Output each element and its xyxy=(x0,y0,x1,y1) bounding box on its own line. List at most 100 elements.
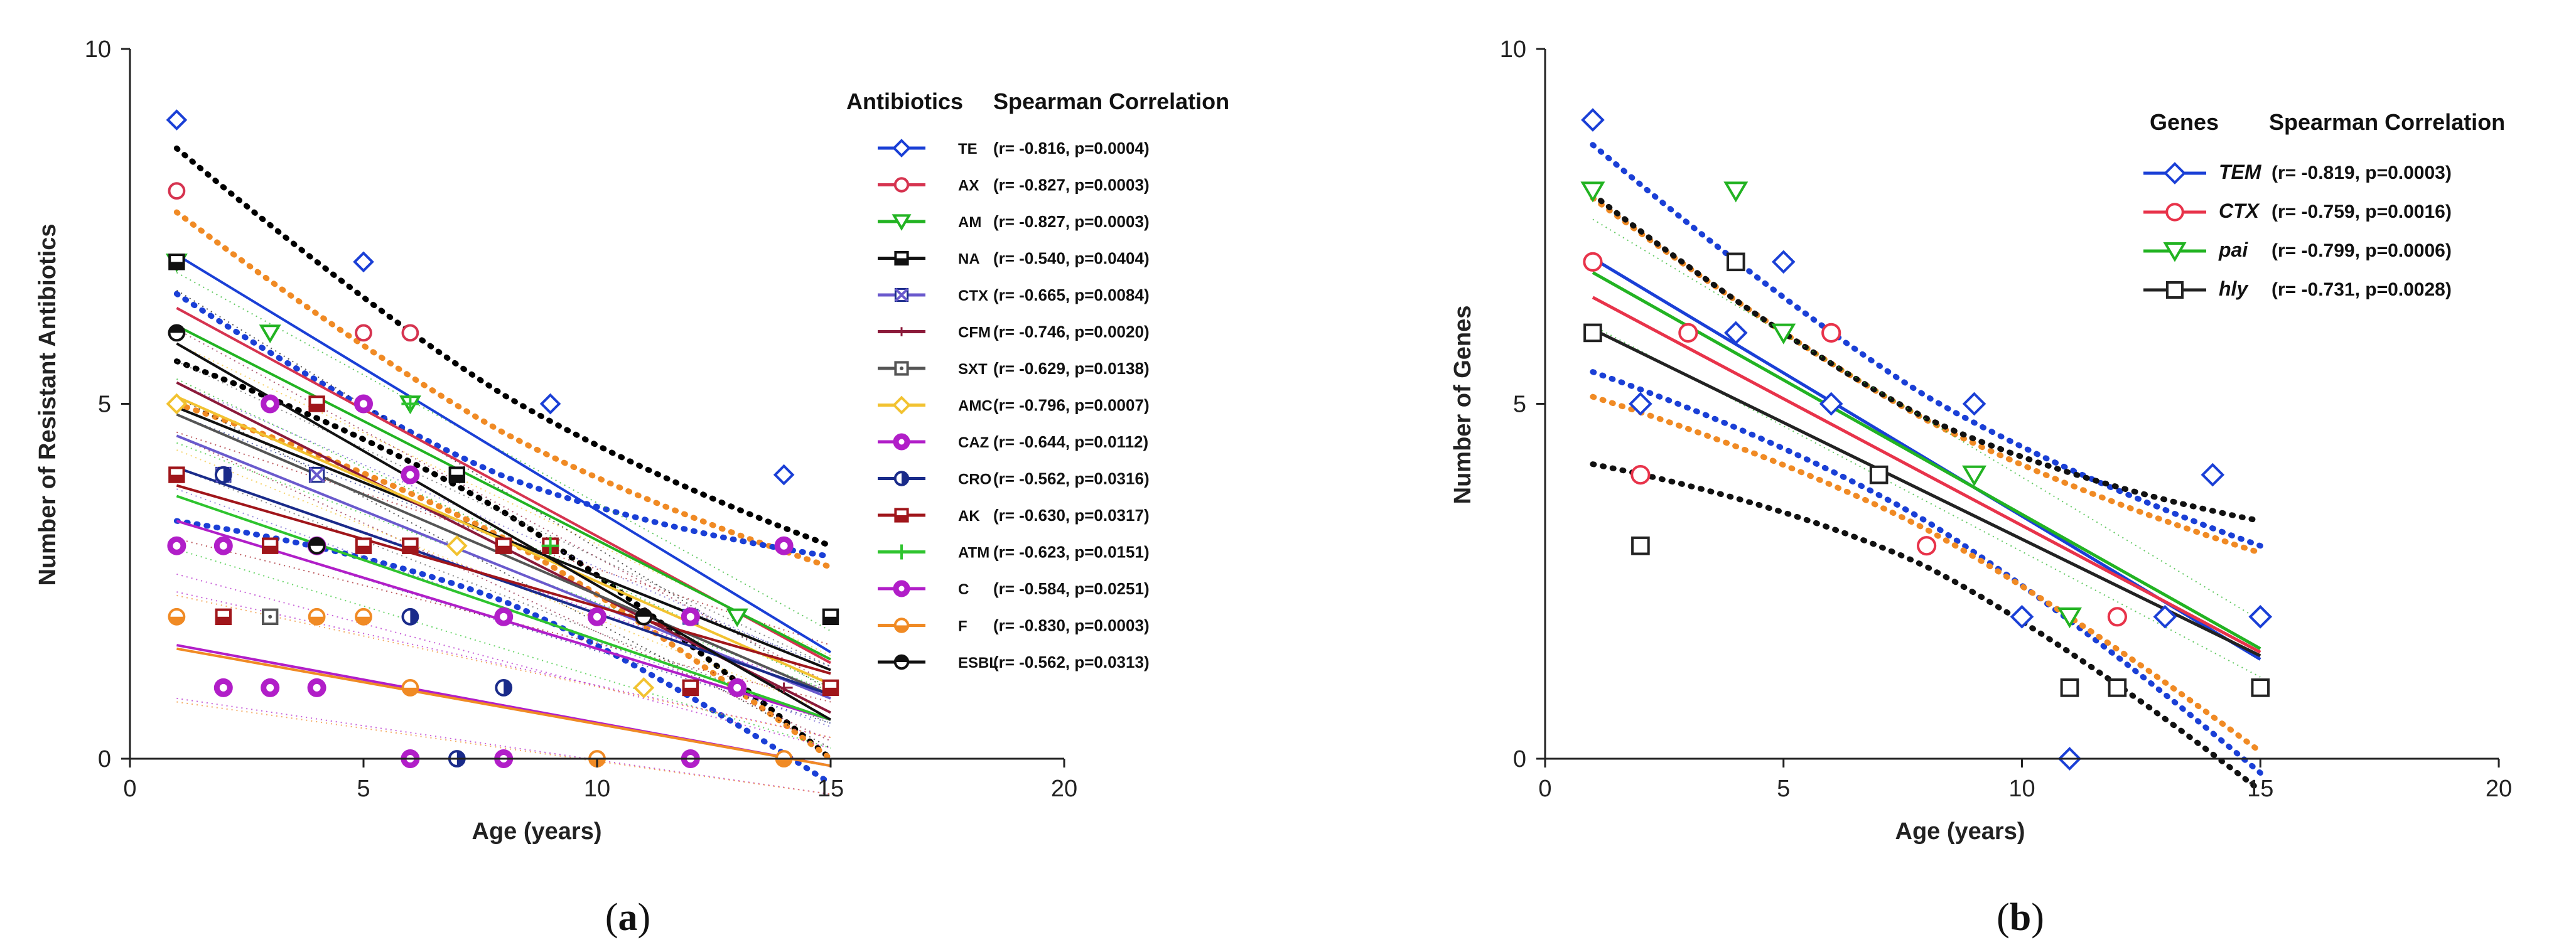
data-point-am xyxy=(726,608,748,628)
confidence-band-ak xyxy=(176,431,831,646)
confidence-band-na xyxy=(173,518,834,787)
legend-swatch-marker-shape xyxy=(892,139,911,158)
legend-item-tem: TEM (r= -0.819, p=0.0003) xyxy=(2143,161,2452,185)
data-point-ctx-shape xyxy=(1583,252,1603,272)
regression-line-sxt xyxy=(176,413,831,697)
legend-swatch-marker xyxy=(2164,162,2186,185)
confidence-band-f xyxy=(176,594,831,739)
data-point-ak xyxy=(822,679,839,697)
legend-label: TEM xyxy=(2219,161,2262,183)
legend-label: F xyxy=(958,618,967,635)
regression-line-cro xyxy=(176,466,831,697)
legend-stat-title-b: Spearman Correlation xyxy=(2269,109,2505,135)
data-point-te xyxy=(539,393,561,415)
legend-swatch-marker xyxy=(893,433,910,451)
legend-swatch-marker-shape xyxy=(2166,281,2184,299)
legend-b: TEM (r= -0.819, p=0.0003) CTX (r= -0.759, p… xyxy=(2143,161,2452,300)
legend-stat: (r= -0.584, p=0.0251) xyxy=(993,579,1150,598)
legend-item-na: NA (r= -0.540, p=0.0404) xyxy=(878,249,1150,268)
legend-stat: (r= -0.827, p=0.0003) xyxy=(993,176,1150,195)
data-point-ctx xyxy=(1630,465,1651,485)
data-point-hly xyxy=(1631,536,1650,555)
data-point-ak-fill xyxy=(263,545,278,553)
data-point-c xyxy=(213,536,233,555)
x-tick-label: 0 xyxy=(123,776,136,802)
data-point-te-shape xyxy=(539,393,561,415)
panel-label-a: (a) xyxy=(605,896,650,939)
data-point-tem xyxy=(1629,392,1652,416)
regression-line-esbl xyxy=(176,342,831,721)
legend-label: CTX xyxy=(958,287,988,304)
data-point-ak xyxy=(308,395,325,412)
data-point-pai xyxy=(1771,323,1796,345)
data-point-tem xyxy=(2248,604,2273,629)
legend-stat: (r= -0.665, p=0.0084) xyxy=(993,286,1150,304)
panel-letter-b: b xyxy=(2010,896,2031,939)
data-point-c xyxy=(401,465,420,484)
data-point-te xyxy=(353,251,374,273)
data-point-ctx xyxy=(1583,252,1603,272)
data-point-ax-shape xyxy=(355,324,372,342)
data-point-c-shape xyxy=(354,394,373,414)
data-point-c-shape xyxy=(728,678,747,697)
data-point-tem-shape xyxy=(2248,604,2273,629)
legend-swatch-marker xyxy=(892,214,912,231)
confidence-band-tem xyxy=(1590,369,2263,776)
data-point-ctx-shape xyxy=(1821,323,1841,343)
legend-swatch-marker xyxy=(892,395,911,415)
data-point-tem-shape xyxy=(2153,604,2177,629)
data-point-ax xyxy=(355,324,372,342)
confidence-band-ctx xyxy=(176,382,831,671)
legend-item-cro: CRO (r= -0.562, p=0.0316) xyxy=(878,469,1150,488)
data-point-pai-shape xyxy=(1580,181,1605,203)
data-point-ctx xyxy=(1678,323,1698,343)
confidence-band-c xyxy=(176,697,831,795)
data-point-caz xyxy=(261,678,280,697)
confidence-band-am xyxy=(176,272,831,632)
data-point-esbl-fill xyxy=(309,538,325,546)
legend-swatch-marker-fill xyxy=(895,655,908,662)
data-point-te-shape xyxy=(353,251,374,273)
data-point-na-fill xyxy=(170,262,184,269)
legend-title-b: Genes xyxy=(2150,109,2219,135)
data-point-hly-shape xyxy=(2108,678,2127,697)
data-point-ctx xyxy=(2107,607,2127,627)
data-point-f-fill xyxy=(169,616,185,624)
data-point-amc xyxy=(166,393,188,415)
data-point-c xyxy=(494,607,514,626)
data-point-esbl xyxy=(635,607,653,626)
data-point-f xyxy=(308,607,326,626)
regression-line-te xyxy=(176,254,832,654)
data-point-hly-shape xyxy=(2251,678,2270,697)
data-point-ak xyxy=(355,537,372,554)
legend-stat: (r= -0.799, p=0.0006) xyxy=(2272,240,2452,261)
legend-item-cfm: CFM (r= -0.746, p=0.0020) xyxy=(878,323,1150,341)
data-point-ctx xyxy=(1917,536,1937,556)
legend-swatch-marker-fill xyxy=(895,258,908,265)
legend-item-caz: CAZ (r= -0.644, p=0.0112) xyxy=(878,432,1148,451)
data-point-cro-fill xyxy=(504,680,512,695)
legend-label: NA xyxy=(958,251,980,268)
regression-line-f xyxy=(176,647,831,767)
data-point-esbl xyxy=(168,324,186,342)
legend-swatch-marker-shape xyxy=(892,395,911,415)
legend-label: CTX xyxy=(2219,200,2260,222)
legend-swatch-marker xyxy=(892,139,911,158)
y-axis-label-b: Number of Genes xyxy=(1450,306,1476,505)
legend-stat: (r= -0.540, p=0.0404) xyxy=(993,249,1150,268)
data-point-ak-fill xyxy=(216,616,230,624)
data-point-pai xyxy=(1962,465,1987,486)
data-point-ctx-shape xyxy=(1678,323,1698,343)
data-point-cro-fill xyxy=(223,467,231,483)
legend-swatch-marker-dot xyxy=(900,366,903,370)
x-axis-label-b: Age (years) xyxy=(1895,818,2025,845)
x-tick-label: 5 xyxy=(357,776,370,802)
confidence-band-pai xyxy=(1592,218,2261,621)
data-point-esbl-fill xyxy=(169,325,185,333)
legend-item-te: TE (r= -0.816, p=0.0004) xyxy=(878,139,1150,158)
data-point-ak-fill xyxy=(356,545,371,553)
data-point-f xyxy=(401,679,419,697)
data-point-tem xyxy=(2010,604,2034,629)
legend-item-ax: AX (r= -0.827, p=0.0003) xyxy=(878,176,1150,195)
